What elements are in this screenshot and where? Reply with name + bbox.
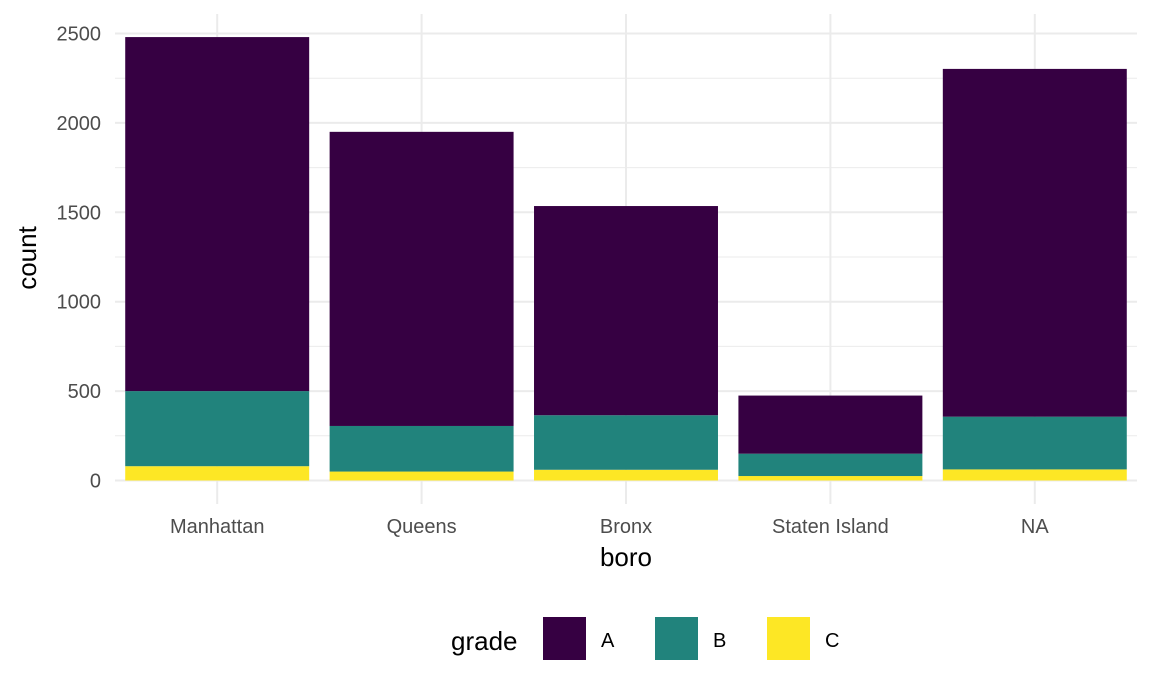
bar-B-staten-island: [738, 453, 923, 477]
y-tick-label: 2500: [57, 24, 102, 46]
bar-C-bronx: [534, 469, 718, 481]
bar-B-bronx: [534, 415, 718, 470]
legend-label-C: C: [825, 630, 839, 652]
legend-key-C: [767, 617, 810, 660]
x-axis-ticks: Manhattan Queens Bronx Staten Island NA: [170, 516, 1049, 538]
bar-B-queens: [329, 425, 514, 472]
x-tick-label: NA: [1021, 516, 1049, 538]
x-tick-label: Queens: [387, 516, 457, 538]
y-tick-label: 500: [68, 381, 101, 403]
bars: [125, 37, 1127, 481]
y-axis-title: count: [12, 225, 42, 289]
bar-A-manhattan: [125, 37, 310, 392]
legend-title: grade: [451, 626, 518, 656]
bar-B-na: [942, 416, 1127, 470]
x-axis-title: boro: [600, 542, 652, 572]
legend-label-A: A: [601, 630, 615, 652]
y-tick-label: 1500: [57, 202, 102, 224]
y-tick-label: 0: [90, 471, 101, 493]
legend: grade A B C: [451, 617, 839, 660]
x-tick-label: Staten Island: [772, 516, 889, 538]
bar-C-manhattan: [125, 466, 310, 481]
y-tick-label: 2000: [57, 113, 102, 135]
y-tick-label: 1000: [57, 292, 102, 314]
bar-B-manhattan: [125, 391, 310, 467]
bar-C-na: [942, 469, 1127, 481]
legend-key-A: [543, 617, 586, 660]
bar-A-na: [942, 68, 1127, 417]
x-tick-label: Manhattan: [170, 516, 265, 538]
bar-A-staten-island: [738, 395, 923, 454]
bar-A-queens: [329, 131, 514, 426]
legend-label-B: B: [713, 630, 726, 652]
bar-A-bronx: [534, 206, 718, 416]
bar-C-staten-island: [738, 476, 923, 481]
x-tick-label: Bronx: [600, 516, 652, 538]
bar-C-queens: [329, 471, 514, 481]
legend-key-B: [655, 617, 698, 660]
y-axis-ticks: 0 500 1000 1500 2000 2500: [57, 24, 102, 493]
